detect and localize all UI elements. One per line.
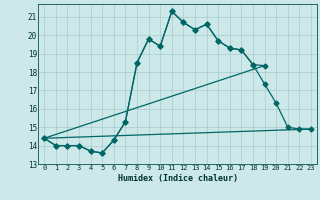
X-axis label: Humidex (Indice chaleur): Humidex (Indice chaleur) <box>118 174 238 183</box>
